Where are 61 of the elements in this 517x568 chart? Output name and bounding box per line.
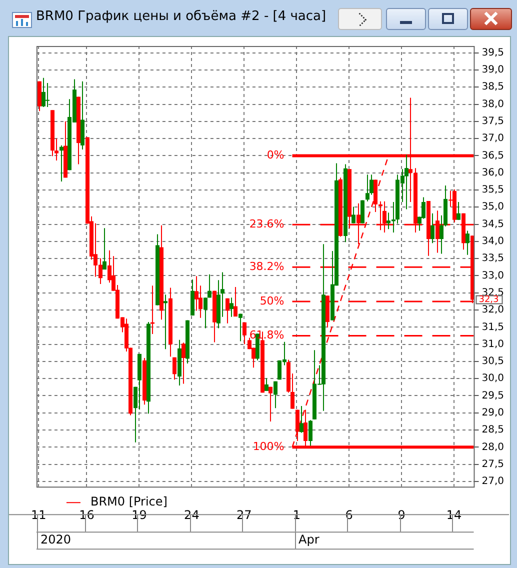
candlestick: [182, 342, 186, 384]
y-tick-label: 27,5: [482, 458, 504, 470]
candlestick: [234, 286, 238, 318]
candlestick: [60, 144, 64, 182]
y-tick-label: 36,0: [482, 167, 504, 178]
y-tick-label: 33,5: [482, 253, 504, 264]
candlestick: [404, 154, 408, 210]
candlestick: [430, 212, 434, 244]
candlestick: [300, 406, 304, 434]
candlestick: [230, 297, 234, 318]
y-tick-label: 27,0: [482, 476, 504, 488]
candlestick: [42, 77, 46, 108]
y-tick-label: 39,5: [482, 47, 504, 58]
y-tick-label: 31,0: [482, 338, 504, 350]
y-tick-label: 28,5: [482, 424, 504, 436]
candlestick: [226, 298, 230, 324]
candlestick: [422, 196, 426, 220]
y-tick-label: 38,0: [482, 98, 504, 110]
candlestick: [352, 206, 356, 224]
candlestick: [208, 274, 212, 298]
y-tick-label: 28,0: [482, 442, 504, 453]
y-tick-label: 31,5: [482, 322, 504, 333]
candlestick: [102, 228, 106, 270]
text: 2020: [40, 532, 72, 547]
candlestick: [242, 322, 246, 345]
candlestick: [274, 380, 278, 409]
y-tick-label: 32,0: [482, 304, 504, 316]
candlestick: [204, 297, 208, 329]
y-tick-label: 30,5: [482, 356, 504, 368]
y-tick-label: 37,0: [482, 133, 504, 144]
annotation: 100%: [252, 440, 284, 454]
y-tick-label: 38,5: [482, 82, 504, 93]
y-tick-label: 34,5: [482, 218, 504, 230]
candlestick: [172, 356, 176, 380]
candlestick: [466, 230, 470, 256]
y-tick-label: 35,0: [482, 202, 504, 213]
candlestick: [268, 386, 272, 422]
y-tick-label: 37,5: [482, 116, 504, 128]
y-tick-label: 33,0: [482, 270, 504, 282]
y-tick-label: 29,0: [482, 407, 504, 418]
chart-title: BRM0 График цены и объёма #2 - [4 часа]: [36, 9, 326, 24]
annotation: 23.6%: [249, 218, 284, 230]
y-tick-label: 34,0: [482, 236, 504, 248]
y-tick-label: 29,5: [482, 390, 504, 402]
y-tick-label: 35,5: [482, 184, 504, 196]
annotation: 50%: [260, 294, 284, 308]
text: Apr: [298, 532, 320, 547]
y-tick-label: 36,5: [482, 150, 504, 162]
candlestick: [238, 313, 242, 342]
annotation: 0%: [266, 148, 284, 162]
legend-label: BRM0 [Price]: [90, 494, 168, 509]
y-tick-label: 39,0: [482, 64, 504, 76]
candlestick: [46, 82, 50, 108]
candlestick: [308, 420, 312, 446]
candlestick: [296, 409, 300, 442]
candlestick: [366, 174, 370, 202]
candlestick: [456, 202, 460, 220]
candlestick: [164, 294, 168, 350]
annotation: 38.2%: [249, 260, 284, 274]
candlestick: [264, 378, 268, 392]
y-tick-label: 30,0: [482, 373, 504, 384]
